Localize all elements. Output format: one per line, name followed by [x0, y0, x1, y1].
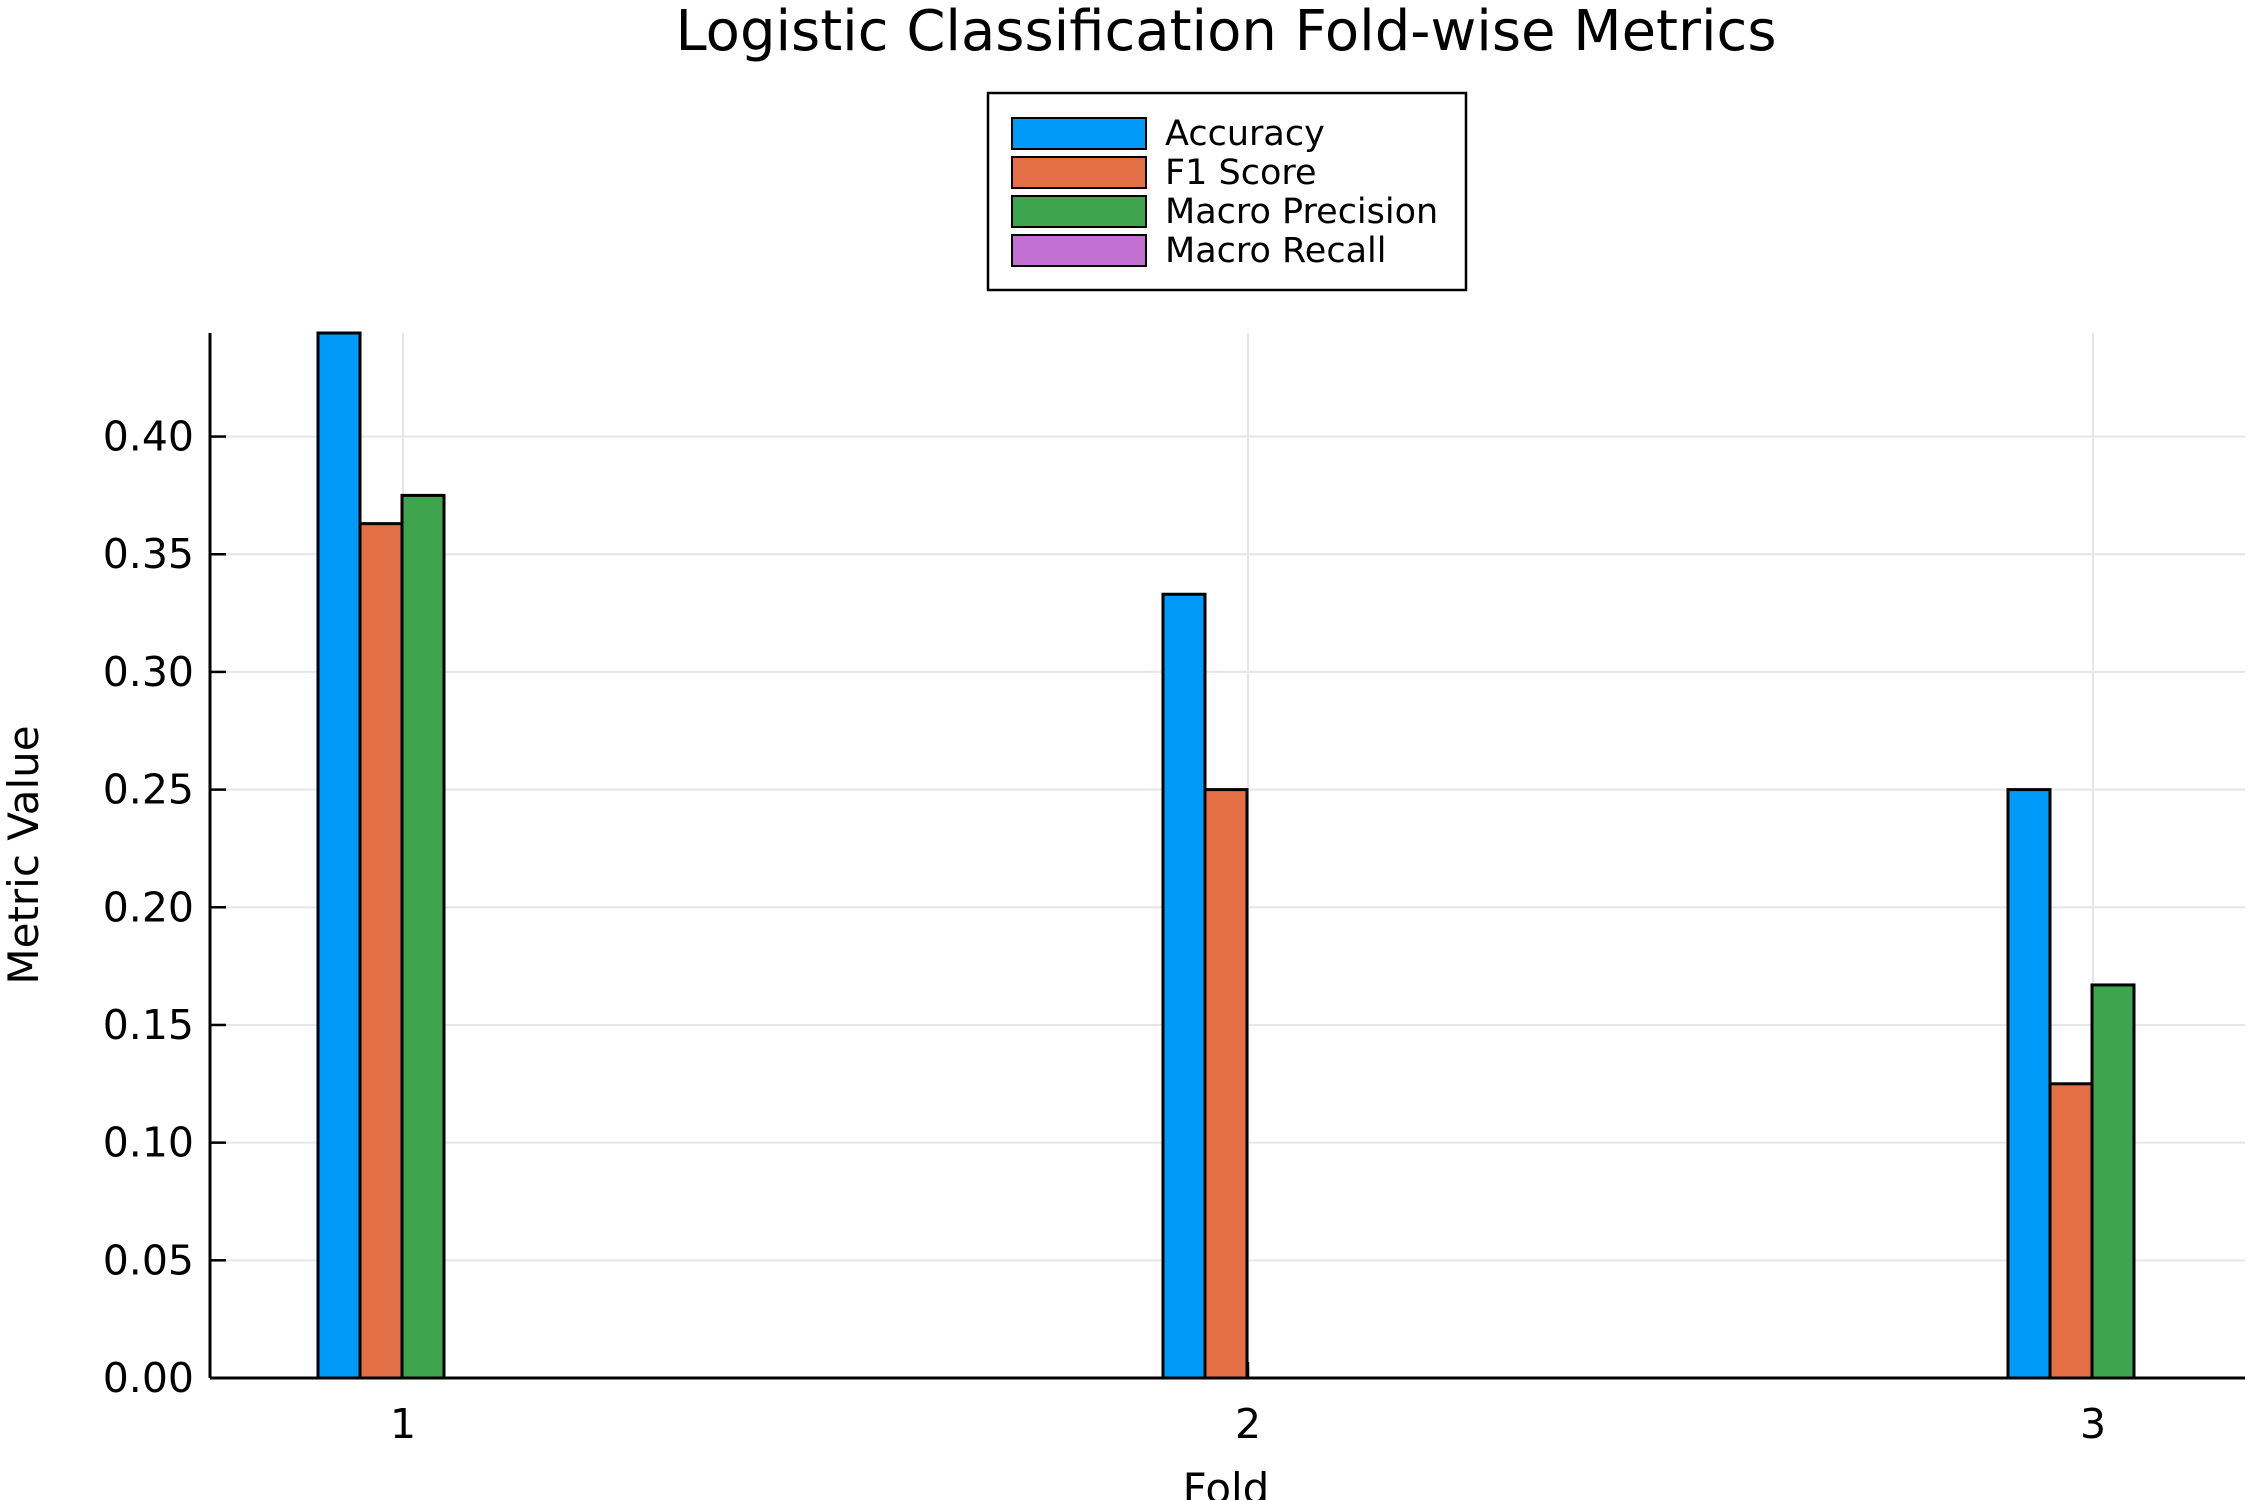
legend-label: F1 Score [1165, 153, 1317, 193]
bar-accuracy-fold-3 [2006, 788, 2052, 1380]
bar-accuracy-fold-2 [1161, 592, 1207, 1380]
legend-swatch [1011, 156, 1147, 189]
x-tick-label: 3 [2080, 1400, 2106, 1448]
y-tick-label: 0.25 [103, 766, 194, 814]
y-tick-label: 0.00 [103, 1354, 194, 1402]
legend-swatch [1011, 117, 1147, 150]
axes [208, 333, 2245, 1380]
chart-title: Logistic Classification Fold-wise Metric… [675, 0, 1776, 64]
legend-label: Macro Precision [1165, 192, 1438, 232]
bar-f1-score-fold-3 [2048, 1082, 2094, 1380]
y-tick-label: 0.15 [103, 1001, 194, 1049]
bars [316, 331, 2136, 1380]
legend-label: Macro Recall [1165, 231, 1386, 271]
y-axis-title: Metric Value [0, 725, 48, 984]
x-tick-labels: 1 2 3 [390, 1400, 2106, 1448]
bar-f1-score-fold-2 [1203, 788, 1249, 1380]
y-tick-label: 0.35 [103, 530, 194, 578]
y-tick-label: 0.05 [103, 1236, 194, 1284]
bar-macro-precision-fold-1 [400, 493, 446, 1380]
x-tick-label: 2 [1235, 1400, 1261, 1448]
y-tick-label: 0.30 [103, 648, 194, 696]
legend-label: Accuracy [1165, 114, 1325, 154]
x-axis-title: Fold [1183, 1464, 1270, 1500]
y-tick-label: 0.40 [103, 413, 194, 461]
y-tick-label: 0.10 [103, 1119, 194, 1167]
legend-swatch [1011, 195, 1147, 228]
bar-f1-score-fold-1 [358, 522, 404, 1380]
x-tick-label: 1 [390, 1400, 416, 1448]
bar-macro-precision-fold-3 [2090, 983, 2136, 1380]
legend-swatch [1011, 234, 1147, 267]
bar-accuracy-fold-1 [316, 331, 362, 1380]
y-tick-labels: 0.00 0.05 0.10 0.15 0.20 0.25 0.30 0.35 0.40 [103, 413, 194, 1402]
y-tick-label: 0.20 [103, 883, 194, 931]
